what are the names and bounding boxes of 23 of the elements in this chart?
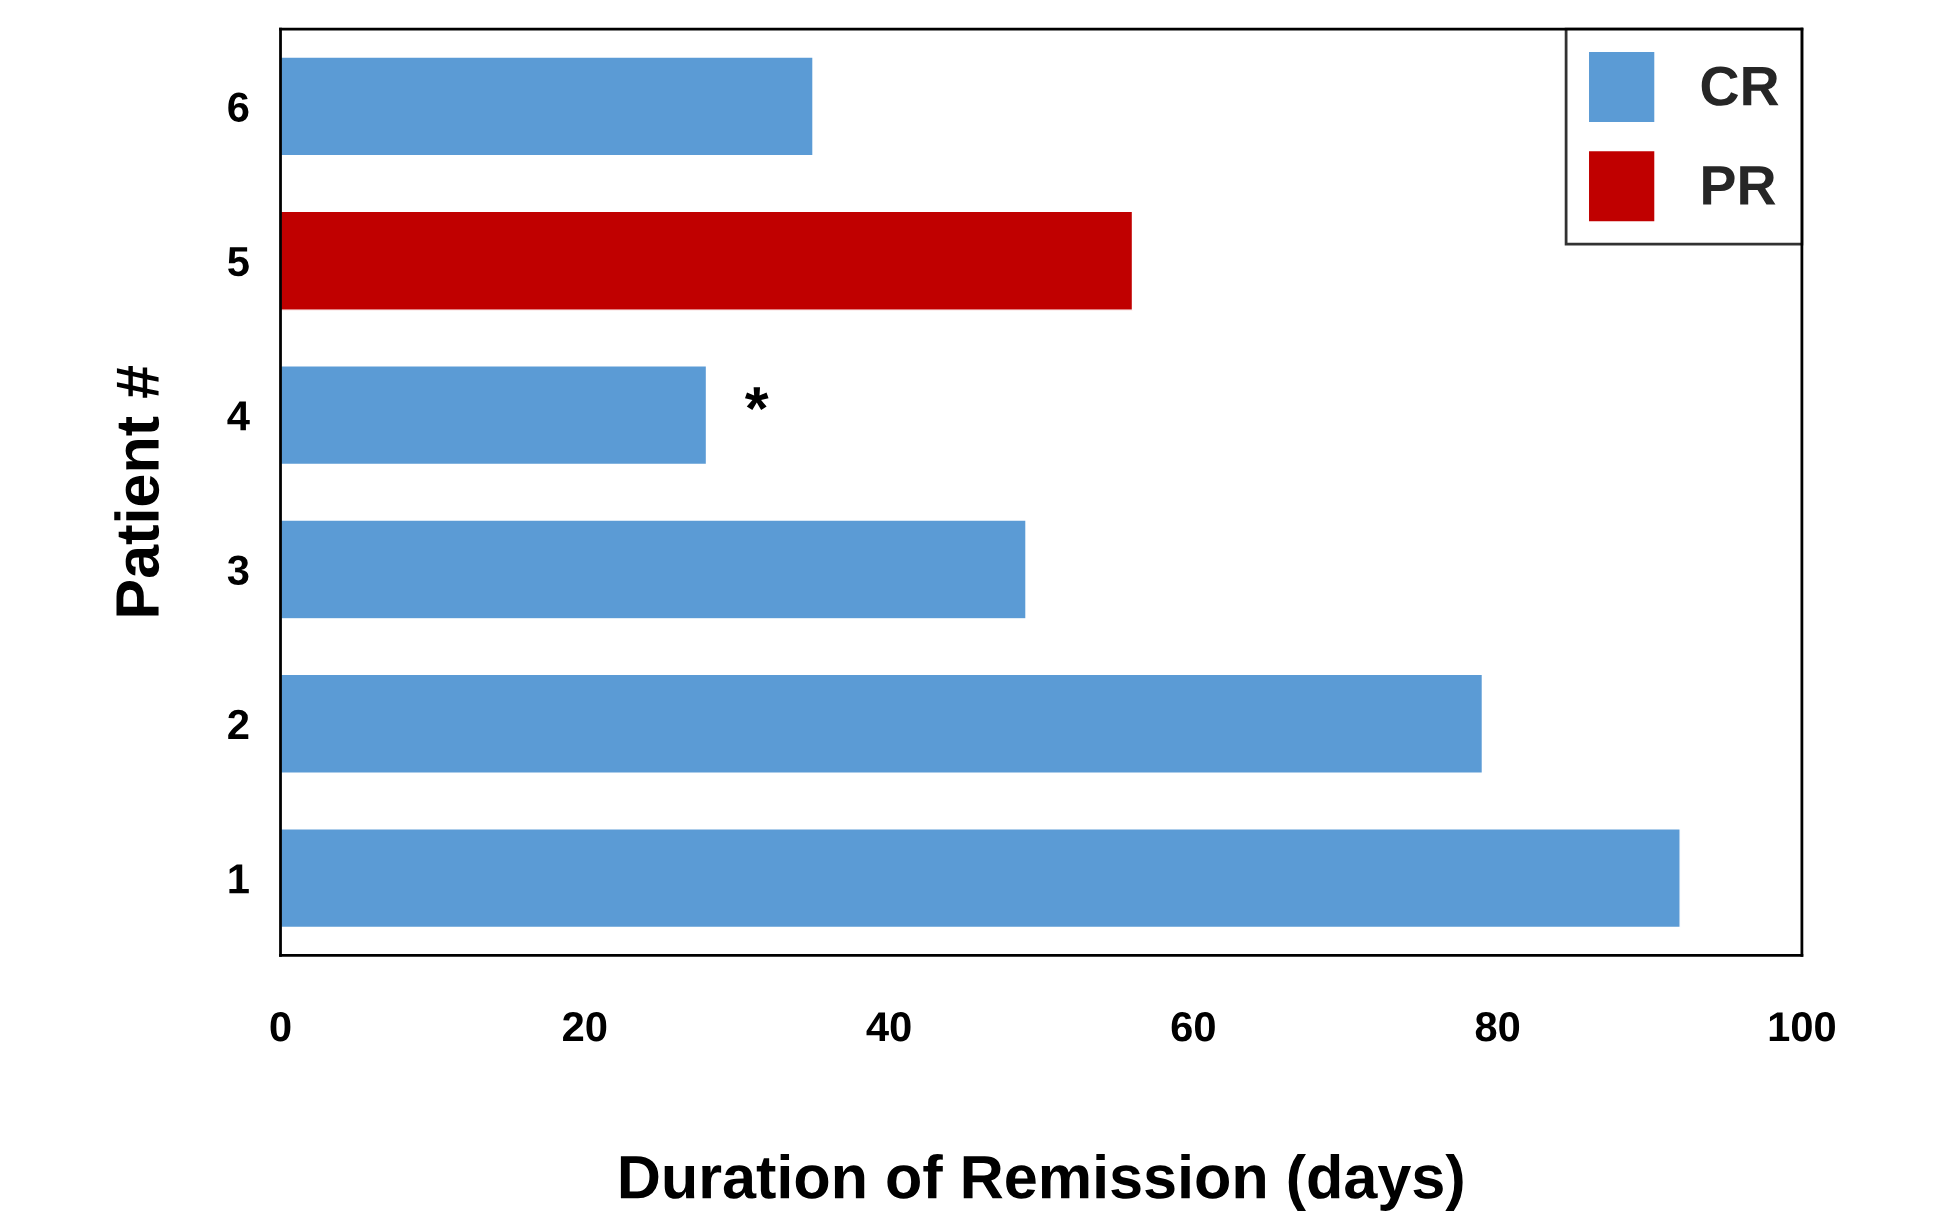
y-tick-label: 6	[228, 92, 249, 122]
y-tick-label: 2	[228, 709, 249, 739]
bar	[280, 365, 708, 466]
bar	[280, 828, 1681, 929]
bar	[280, 519, 1027, 620]
y-tick-label: 1	[229, 864, 249, 894]
x-tick-label: 0	[270, 1012, 291, 1042]
x-tick-label: 100	[1769, 1012, 1835, 1042]
x-axis-title: Duration of Remission (days)	[620, 1153, 1463, 1211]
x-tick-label: 40	[866, 1012, 911, 1042]
legend-label: PR	[1703, 166, 1776, 205]
annotation: *	[744, 387, 769, 411]
x-tick-label: 80	[1475, 1012, 1520, 1042]
x-tick-label: 60	[1171, 1012, 1215, 1042]
y-tick-label: 5	[228, 247, 249, 277]
y-axis-title: Patient #	[114, 365, 160, 616]
bar	[280, 210, 1134, 311]
legend-label: CR	[1701, 66, 1779, 106]
y-tick-label: 4	[227, 401, 250, 431]
bar	[280, 56, 814, 157]
bar	[280, 673, 1484, 774]
x-tick-label: 20	[563, 1012, 607, 1042]
y-tick-label: 3	[227, 555, 249, 586]
